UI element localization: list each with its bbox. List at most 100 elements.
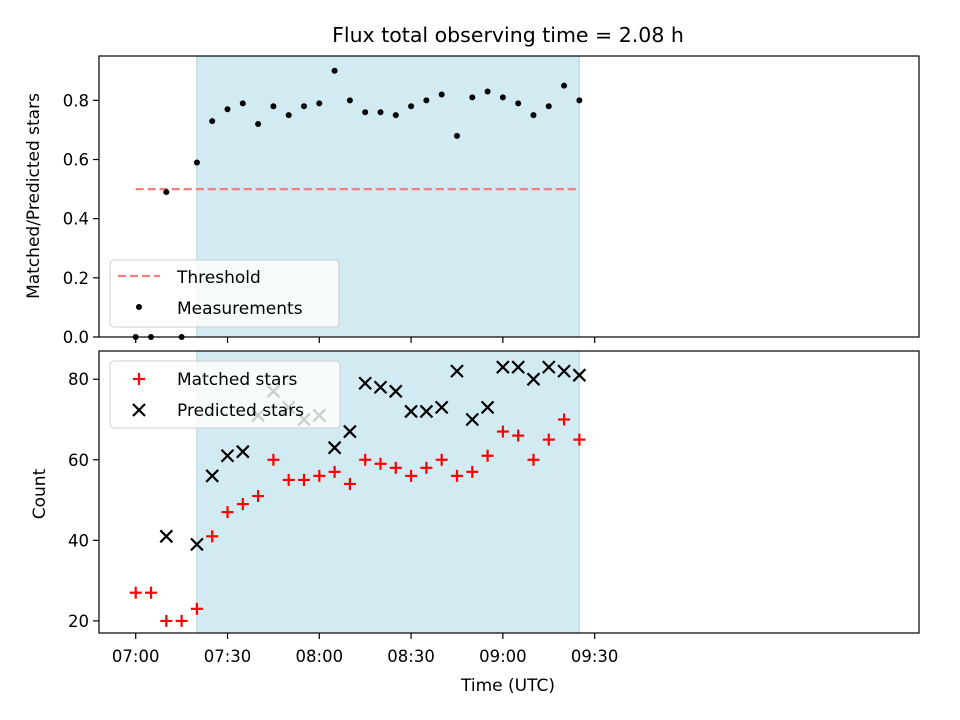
measurement-point [285, 112, 292, 119]
measurement-point [453, 132, 460, 139]
top-legend: Threshold Measurements [109, 259, 340, 328]
legend-matched-swatch [133, 373, 145, 385]
matched-stars-point [374, 457, 387, 470]
predicted-stars-point [327, 440, 342, 455]
legend-measurements-label: Measurements [177, 299, 303, 319]
predicted-stars-point [236, 444, 250, 459]
matched-stars-point [160, 614, 173, 627]
matched-stars-point [236, 498, 249, 511]
predicted-stars-point [450, 364, 464, 378]
predicted-stars-point [358, 376, 372, 391]
y-tick-label: 0.0 [63, 328, 89, 347]
predicted-stars-point [526, 372, 541, 386]
matched-stars-point [282, 473, 295, 486]
matched-stars-point [405, 469, 418, 482]
matched-stars-point [542, 433, 555, 446]
measurement-point [392, 112, 399, 119]
predicted-stars-point [465, 412, 480, 427]
measurement-point [576, 97, 583, 104]
measurement-point [377, 109, 384, 116]
measurement-point [561, 82, 568, 89]
measurement-point [209, 118, 216, 125]
predicted-stars-point [190, 537, 204, 552]
matched-stars-point [267, 453, 280, 466]
predicted-stars-point [159, 529, 174, 544]
predicted-stars-point [541, 360, 556, 374]
measurement-point [331, 67, 338, 74]
predicted-stars-point [404, 404, 418, 419]
bottom-panel: 20 40 60 80 07:00 07:30 08:00 08:30 09:00 09:30 Ma… [68, 350, 920, 666]
matched-stars-point [359, 453, 372, 466]
bottom-legend: Matched stars Predicted stars [109, 360, 341, 429]
legend-box [109, 360, 341, 429]
measurement-point [530, 112, 537, 119]
x-axis-label: Time (UTC) [460, 676, 555, 696]
plot-frame [98, 55, 920, 338]
predicted-stars-point [220, 448, 235, 463]
matched-stars-point [389, 461, 402, 474]
y-tick-label: 60 [68, 451, 89, 470]
chart-title: Flux total observing time = 2.08 h [332, 23, 684, 47]
matched-stars-point [298, 473, 310, 486]
predicted-stars-point [389, 384, 403, 399]
x-tick-label: 08:00 [296, 647, 344, 666]
measurement-point [499, 94, 506, 101]
measurement-point [346, 97, 353, 104]
matched-stars-point [527, 453, 540, 466]
predicted-stars-point [343, 424, 357, 439]
predicted-stars-point [511, 360, 525, 374]
predicted-stars-point [373, 380, 388, 395]
matched-stars-point [145, 586, 158, 599]
bottom-y-axis-label: Count [30, 468, 50, 519]
measurement-point [545, 103, 552, 110]
y-tick-label: 0.2 [63, 269, 89, 288]
matched-stars-point [512, 429, 525, 442]
measurement-point [255, 121, 262, 128]
legend-matched-label: Matched stars [177, 370, 297, 390]
matched-stars-point [129, 586, 142, 599]
matched-stars-point [435, 453, 448, 466]
predicted-stars-point [496, 360, 510, 374]
matched-stars-point [496, 425, 509, 438]
matched-stars-point [206, 530, 219, 543]
y-tick-label: 40 [68, 531, 89, 550]
matched-stars-point [221, 506, 234, 519]
x-tick-label: 07:00 [112, 647, 160, 666]
legend-measurements-swatch [136, 304, 142, 310]
matched-stars-point [481, 449, 494, 462]
matched-stars-point [573, 433, 586, 446]
x-tick-label: 09:00 [479, 647, 527, 666]
matched-stars-point [420, 461, 433, 474]
predicted-stars-point [434, 400, 449, 415]
matched-stars-point [343, 477, 356, 490]
y-tick-label: 80 [68, 370, 89, 389]
measurement-point [423, 97, 430, 104]
measurement-point [469, 94, 476, 101]
x-tick-label: 08:30 [387, 647, 435, 666]
matched-stars-point [190, 602, 203, 615]
measurement-point [270, 103, 277, 110]
legend-box [109, 259, 340, 328]
y-tick-label: 0.6 [63, 151, 89, 170]
legend-threshold-label: Threshold [176, 268, 261, 288]
measurement-point [484, 88, 491, 95]
legend-predicted-swatch [132, 403, 146, 417]
predicted-stars-point [205, 469, 219, 483]
predicted-stars-point [557, 364, 571, 378]
measurement-point [163, 189, 170, 196]
y-tick-label: 0.4 [63, 210, 89, 229]
matched-stars-point [252, 490, 265, 503]
predicted-stars-point [419, 404, 434, 419]
matched-stars-point [558, 413, 571, 426]
measurement-point [408, 103, 415, 110]
measurement-point [224, 106, 231, 113]
top-y-axis-label: Matched/Predicted stars [24, 93, 44, 299]
predicted-stars-point [480, 400, 495, 415]
measurement-point [301, 103, 307, 110]
measurement-point [316, 100, 323, 107]
measurement-point [193, 159, 200, 166]
matched-stars-point [175, 614, 188, 627]
measurement-point [362, 109, 369, 116]
plot-frame [98, 350, 920, 634]
